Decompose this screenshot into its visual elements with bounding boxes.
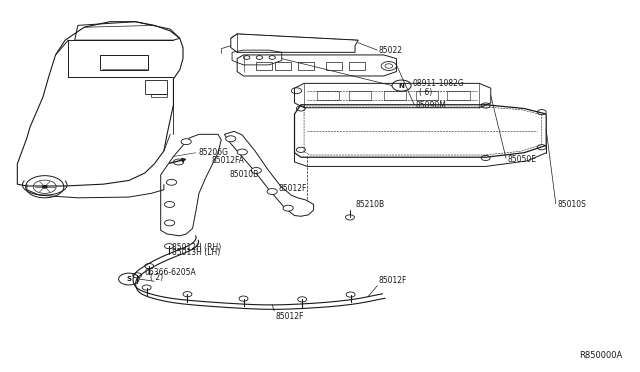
Text: 85090M: 85090M: [415, 101, 447, 110]
Circle shape: [164, 244, 173, 249]
Bar: [100, 55, 148, 70]
Text: ( 6): ( 6): [419, 88, 433, 97]
Bar: [145, 80, 167, 94]
Text: 85013H (LH): 85013H (LH): [172, 248, 220, 257]
Bar: [151, 94, 167, 97]
Circle shape: [164, 220, 175, 226]
Text: 85206G: 85206G: [199, 148, 229, 157]
Circle shape: [226, 136, 236, 142]
Circle shape: [237, 149, 247, 155]
Circle shape: [346, 215, 355, 220]
Circle shape: [173, 159, 184, 165]
Bar: [317, 92, 339, 100]
Circle shape: [283, 205, 293, 211]
Bar: [349, 92, 371, 100]
Text: 85012FA: 85012FA: [212, 155, 244, 164]
Circle shape: [132, 273, 141, 278]
Bar: [298, 62, 314, 70]
Text: 06366-6205A: 06366-6205A: [144, 268, 196, 277]
Bar: [326, 62, 342, 70]
Circle shape: [298, 297, 307, 302]
Bar: [384, 92, 406, 100]
Circle shape: [267, 189, 277, 195]
Bar: [256, 62, 272, 70]
Text: 85012F: 85012F: [278, 185, 307, 193]
Text: 85012H (RH): 85012H (RH): [172, 243, 221, 253]
Circle shape: [145, 263, 154, 269]
Bar: [275, 62, 291, 70]
Circle shape: [183, 292, 192, 297]
Text: R850000A: R850000A: [579, 351, 623, 360]
Text: 08911-1082G: 08911-1082G: [412, 79, 464, 88]
Circle shape: [142, 285, 151, 290]
Text: 85050E: 85050E: [508, 154, 536, 164]
Text: 85210B: 85210B: [355, 200, 384, 209]
Text: 85010S: 85010S: [557, 200, 586, 209]
Text: 85010B: 85010B: [230, 170, 259, 179]
Circle shape: [346, 292, 355, 297]
Circle shape: [251, 167, 261, 173]
Text: 85012F: 85012F: [379, 276, 407, 285]
Text: N: N: [399, 83, 404, 89]
Circle shape: [239, 296, 248, 301]
Text: ( 2): ( 2): [150, 273, 163, 282]
Circle shape: [164, 202, 175, 208]
Circle shape: [166, 179, 177, 185]
Text: 85012F: 85012F: [275, 312, 304, 321]
Text: 85022: 85022: [379, 46, 403, 55]
Bar: [447, 92, 470, 100]
Text: S: S: [126, 276, 131, 282]
Circle shape: [42, 185, 47, 188]
Bar: [349, 62, 365, 70]
Bar: [415, 92, 438, 100]
Circle shape: [181, 139, 191, 145]
